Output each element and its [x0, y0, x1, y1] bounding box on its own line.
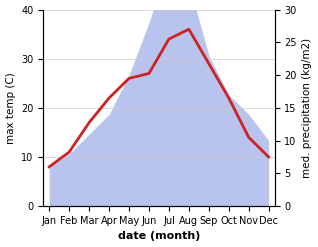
Y-axis label: max temp (C): max temp (C)	[5, 72, 16, 144]
Y-axis label: med. precipitation (kg/m2): med. precipitation (kg/m2)	[302, 38, 313, 178]
X-axis label: date (month): date (month)	[118, 231, 200, 242]
